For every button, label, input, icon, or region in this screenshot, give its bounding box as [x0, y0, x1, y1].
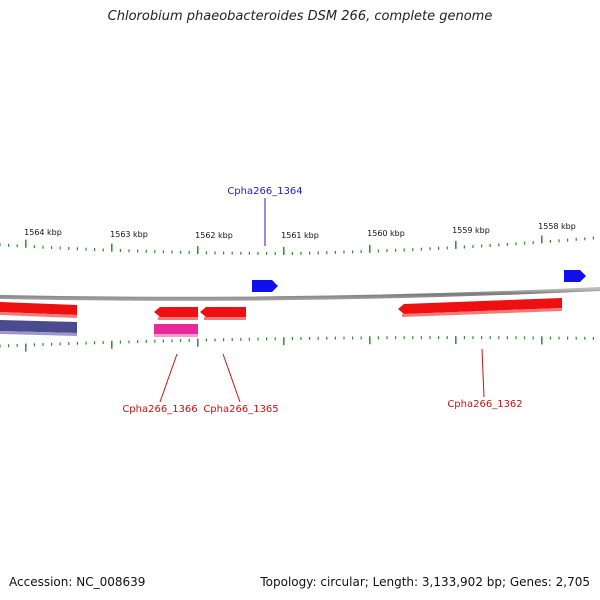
scale-label: 1563 kbp	[110, 230, 148, 239]
feature-pink[interactable]	[154, 324, 198, 337]
gene-arrow-reverse[interactable]	[398, 298, 562, 317]
scale-ticks-bottom	[0, 336, 595, 352]
callout-line	[481, 348, 485, 398]
scale-label: 1559 kbp	[452, 226, 490, 235]
gene-arrow-forward[interactable]	[252, 280, 278, 292]
feature-purple[interactable]	[0, 320, 77, 336]
scale-label: 1561 kbp	[281, 231, 319, 240]
gene-arrow-forward[interactable]	[564, 270, 586, 282]
scale-labels: 1564 kbp 1563 kbp 1562 kbp 1561 kbp 1560…	[24, 222, 576, 240]
callout-line	[222, 353, 241, 403]
gene-arrow-reverse[interactable]	[0, 302, 77, 318]
accession-text: Accession: NC_008639	[9, 575, 146, 589]
scale-label: 1562 kbp	[195, 231, 233, 240]
gene-arrow-reverse[interactable]	[154, 307, 198, 320]
scale-label: 1560 kbp	[367, 229, 405, 238]
gene-label[interactable]: Cpha266_1364	[227, 186, 302, 197]
scale-label: 1564 kbp	[24, 228, 62, 237]
scale-ticks-top	[0, 235, 595, 255]
scale-label: 1558 kbp	[538, 222, 576, 231]
gene-label[interactable]: Cpha266_1366	[122, 404, 197, 415]
gene-label[interactable]: Cpha266_1362	[447, 399, 522, 410]
gene-label[interactable]: Cpha266_1365	[203, 404, 278, 415]
genome-backbone	[0, 287, 600, 301]
callout-line	[159, 353, 178, 403]
topology-text: Topology: circular; Length: 3,133,902 bp…	[260, 575, 590, 589]
page-title: Chlorobium phaeobacteroides DSM 266, com…	[107, 9, 493, 24]
gene-arrow-reverse[interactable]	[200, 307, 246, 320]
